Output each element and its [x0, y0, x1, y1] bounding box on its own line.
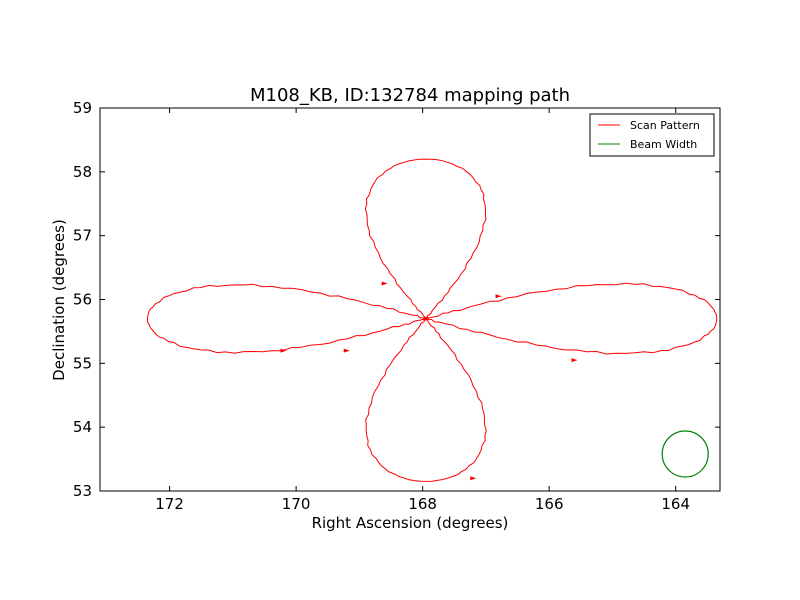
x-tick-label: 164 — [661, 495, 690, 513]
y-tick-label: 58 — [73, 163, 92, 181]
y-tick-label: 54 — [73, 418, 92, 436]
series-layer — [146, 158, 718, 482]
scan-direction-arrow — [495, 294, 502, 299]
scan-direction-arrow — [381, 281, 388, 286]
y-tick-label: 57 — [73, 227, 92, 245]
x-tick-label: 166 — [535, 495, 564, 513]
legend: Scan Pattern Beam Width — [589, 113, 715, 157]
y-tick-label: 55 — [73, 354, 92, 372]
beam-width-circle — [661, 430, 709, 478]
scan-pattern-lobe-north — [364, 158, 487, 320]
scan-direction-arrow — [280, 348, 287, 353]
scan-pattern-lobe-west — [146, 283, 427, 354]
y-tick-label: 59 — [73, 99, 92, 117]
ticks-layer: 172 170 168 166 164 53 54 55 56 57 58 59 — [73, 99, 720, 513]
x-tick-label: 168 — [408, 495, 437, 513]
scan-direction-arrow — [470, 476, 477, 481]
y-tick-label: 56 — [73, 291, 92, 309]
x-axis-label: Right Ascension (degrees) — [312, 514, 509, 532]
scan-direction-arrow — [571, 358, 578, 363]
plot-area: 172 170 168 166 164 53 54 55 56 57 58 59 — [73, 99, 721, 513]
legend-box — [589, 113, 715, 157]
scan-pattern-lobe-south — [365, 318, 487, 482]
scan-pattern-lobe-east — [425, 282, 718, 355]
legend-label-scan-pattern: Scan Pattern — [630, 119, 700, 132]
y-axis-label: Declination (degrees) — [50, 219, 68, 381]
chart-title: M108_KB, ID:132784 mapping path — [250, 85, 570, 106]
x-tick-label: 170 — [282, 495, 311, 513]
scan-direction-arrow — [343, 348, 350, 353]
x-tick-label: 172 — [155, 495, 184, 513]
legend-label-beam-width: Beam Width — [630, 138, 697, 151]
y-tick-label: 53 — [73, 482, 92, 500]
